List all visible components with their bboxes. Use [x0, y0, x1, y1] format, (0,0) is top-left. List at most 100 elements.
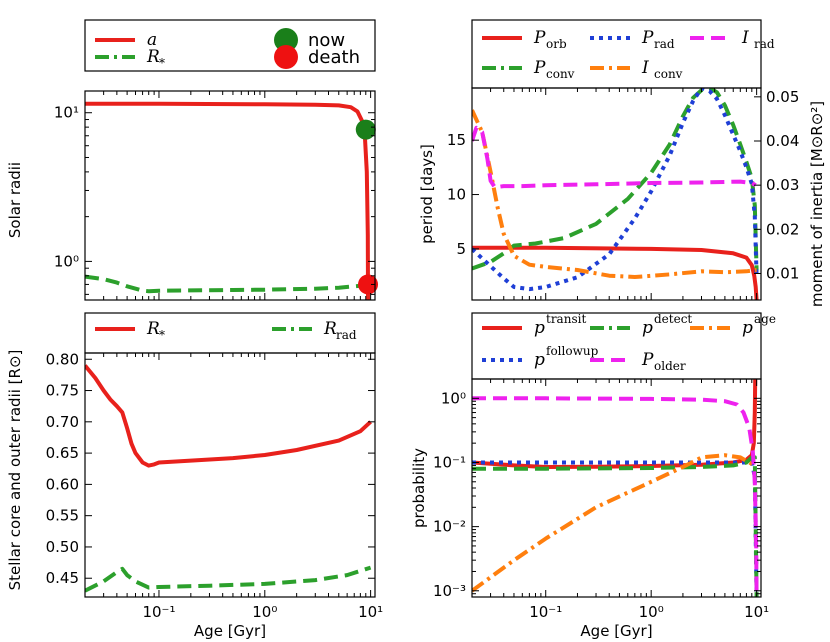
- y-tick-label: 10⁰: [441, 389, 466, 407]
- y-tick-label: 0.80: [46, 350, 79, 368]
- series-line-pconv: [472, 88, 759, 271]
- plot-frame: [471, 87, 762, 301]
- legend-superscript: followup: [546, 344, 599, 358]
- legend-marker-now: [274, 28, 298, 52]
- legend-frame: [471, 19, 762, 89]
- y-tick-label: 10: [447, 186, 466, 204]
- legend-item-ptransit: p transit: [482, 312, 586, 338]
- y-tick-label: 0.75: [46, 382, 79, 400]
- legend-item-rstar: R *: [95, 47, 165, 70]
- legend-label: a: [147, 30, 157, 50]
- y-tick-label: 10⁻²: [433, 518, 466, 536]
- y2-tick-label: 0.04: [766, 132, 799, 150]
- x-tick-label: 10⁰: [252, 603, 277, 621]
- y2-axis-label: moment of inertia [M⊙R⊙²]: [808, 101, 826, 307]
- legend-label: I: [741, 28, 749, 48]
- series-line-polder: [472, 396, 759, 597]
- series-line-iconv: [472, 109, 757, 279]
- legend-label: now: [308, 30, 345, 51]
- legend-label: P: [533, 58, 546, 78]
- legend-subscript: *: [159, 328, 165, 342]
- y-tick-label: 0.50: [46, 538, 79, 556]
- legend-label: R: [323, 319, 337, 339]
- series-line-porb: [472, 245, 759, 300]
- legend-superscript: age: [754, 312, 776, 326]
- series-group: [85, 364, 372, 593]
- legend-subscript: conv: [654, 67, 683, 81]
- x-axis-label: Age [Gyr]: [580, 622, 652, 640]
- y-tick-label: 10⁻¹: [433, 453, 466, 471]
- series-line-rrad: [85, 565, 372, 593]
- series-line-ptransit: [472, 379, 758, 469]
- legend-subscript: rad: [754, 37, 775, 51]
- y-tick-label: 15: [447, 131, 466, 149]
- legend-label: R: [146, 47, 160, 67]
- y-axis-label: Stellar core and outer radii [R⊙]: [6, 350, 24, 591]
- legend-subscript: older: [654, 359, 686, 373]
- legend-subscript: conv: [546, 67, 575, 81]
- legend-label: p: [742, 318, 753, 338]
- series-line-pdetect: [472, 455, 759, 597]
- series-group: [472, 379, 759, 597]
- legend-subscript: *: [159, 56, 165, 70]
- legend-item-pdetect: p detect: [590, 312, 692, 338]
- y-axis-label: period [days]: [418, 144, 436, 244]
- x-tick-label: 10⁰: [639, 603, 664, 621]
- y-tick-label: 0.65: [46, 444, 79, 462]
- legend-item-a: a: [95, 30, 157, 50]
- x-tick-label: 10¹: [744, 603, 769, 621]
- series-line-a: [85, 101, 370, 300]
- x-tick-label: 10⁻¹: [529, 603, 562, 621]
- legend-label: p: [534, 350, 545, 370]
- x-tick-label: 10¹: [358, 603, 383, 621]
- legend-subscript: rad: [654, 37, 675, 51]
- legend-label: p: [642, 318, 653, 338]
- y-axis-label: probability: [410, 448, 428, 528]
- marker-death: [358, 274, 379, 295]
- y2-tick-label: 0.01: [766, 265, 799, 283]
- legend-label: P: [641, 350, 654, 370]
- legend-item-pfollowup: p followup: [482, 344, 599, 370]
- legend-label: P: [641, 28, 654, 48]
- legend-item-death: death: [274, 45, 360, 69]
- plot-frame: [84, 352, 376, 598]
- legend-item-now: now: [274, 28, 345, 52]
- legend-label: I: [641, 58, 649, 78]
- legend-subscript: orb: [546, 37, 567, 51]
- legend-label: P: [533, 28, 546, 48]
- y-axis-label: Solar radii: [6, 162, 24, 238]
- plot-frame: [84, 90, 376, 301]
- y2-tick-label: 0.02: [766, 220, 799, 238]
- y2-tick-label: 0.05: [766, 88, 799, 106]
- y-tick-label: 10⁰: [54, 252, 79, 270]
- legend-frame: [84, 19, 376, 72]
- legend-label: R: [146, 319, 160, 339]
- x-axis-label: Age [Gyr]: [194, 622, 266, 640]
- y-tick-label: 10⁻³: [433, 582, 466, 600]
- series-line-rstar: [85, 364, 372, 468]
- x-tick-label: 10⁻¹: [142, 603, 175, 621]
- panel-core: 10⁻¹ 10⁰ 10¹ 0.45 0.50 0.55 0.60 0.65 0.70 0.75 0.…: [6, 312, 383, 640]
- y-tick-label: 5: [456, 240, 466, 258]
- legend-marker-death: [274, 45, 298, 69]
- legend-label: p: [534, 318, 545, 338]
- marker-now: [355, 119, 376, 140]
- y2-tick-label: 0.03: [766, 176, 799, 194]
- legend-item-page: p age: [690, 312, 776, 338]
- y-tick-label: 0.70: [46, 413, 79, 431]
- y-tick-label: 0.45: [46, 569, 79, 587]
- series-group: [85, 101, 370, 300]
- y-tick-label: 0.60: [46, 475, 79, 493]
- legend-label: death: [308, 47, 360, 68]
- series-line-irad: [472, 125, 757, 190]
- panel-period: 5 10 15 0.01 0.02 0.03 0.04 0.05 period [days] mo…: [418, 19, 826, 307]
